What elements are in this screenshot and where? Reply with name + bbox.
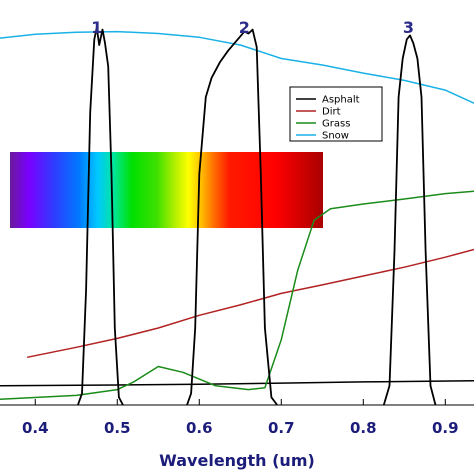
legend-label-grass: Grass [322, 119, 350, 130]
legend-label-dirt: Dirt [322, 107, 341, 118]
band-labels: 1 2 3 [91, 18, 414, 37]
x-tick-label-1: 0.5 [104, 419, 131, 437]
x-tick-label-3: 0.7 [268, 419, 295, 437]
legend-box [289, 86, 383, 142]
series-line-grass [0, 190, 474, 400]
filter-band-3-line [382, 34, 437, 406]
visible-spectrum-colorbar [10, 152, 323, 228]
series-line-snow [0, 30, 474, 104]
x-axis-title: Wavelength (um) [159, 451, 315, 470]
x-tick-label-0: 0.4 [22, 419, 49, 437]
band-label-2: 2 [239, 18, 250, 37]
x-tick-label-5: 0.9 [432, 419, 459, 437]
band-label-3: 3 [403, 18, 414, 37]
filter-layer [77, 26, 437, 406]
legend-label-asphalt: Asphalt [322, 95, 360, 106]
filter-band-2-line [186, 28, 278, 406]
x-tick-label-4: 0.8 [350, 419, 377, 437]
filter-band-1-line [77, 26, 124, 406]
legend-label-snow: Snow [322, 131, 349, 142]
x-ticks: 0.4 0.5 0.6 0.7 0.8 0.9 [22, 399, 459, 437]
series-line-dirt [26, 248, 474, 359]
series-layer [0, 30, 474, 400]
x-tick-label-2: 0.6 [186, 419, 213, 437]
band-label-1: 1 [91, 18, 102, 37]
series-line-asphalt [0, 379, 474, 387]
